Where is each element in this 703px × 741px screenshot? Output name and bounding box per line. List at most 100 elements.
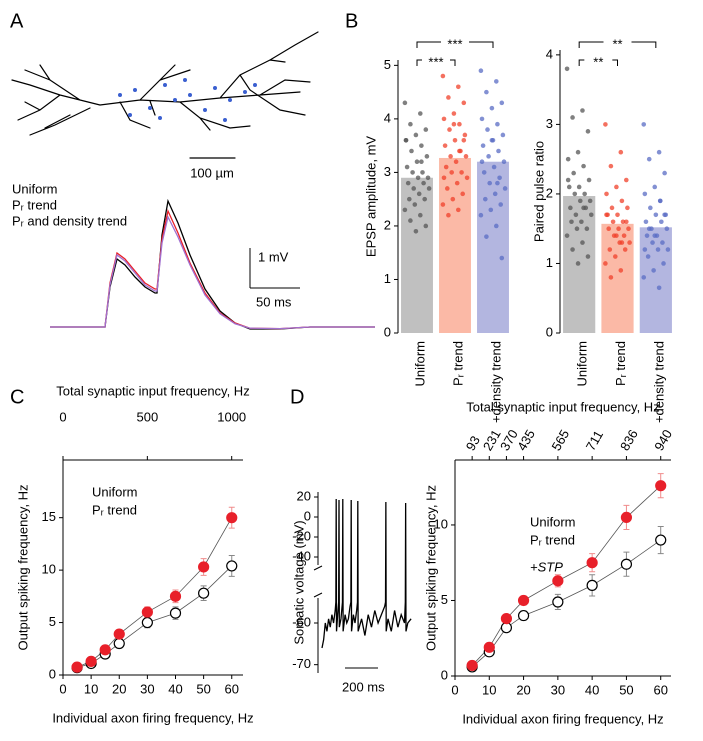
data-point (447, 127, 452, 132)
x-tick-label: 50 (196, 681, 210, 696)
category-label: Pᵣ trend (613, 341, 628, 386)
data-point (585, 129, 591, 134)
data-point (464, 175, 470, 181)
dendrites (11, 31, 319, 136)
panel-letter: A (10, 10, 24, 32)
x2-axis-label: Total synaptic input frequency, Hz (56, 383, 249, 398)
data-point (604, 212, 609, 218)
data-point (415, 175, 421, 181)
data-point (453, 159, 459, 165)
neuron-morphology (11, 31, 319, 159)
data-point (71, 661, 83, 673)
data-point (580, 108, 585, 113)
data-point (169, 607, 182, 619)
y-tick-label: -70 (292, 656, 311, 671)
data-point (624, 177, 629, 183)
y-tick-label: 2 (546, 185, 553, 200)
data-point (641, 275, 647, 280)
bar (639, 227, 672, 333)
data-point (565, 156, 571, 162)
data-point (424, 154, 430, 159)
data-point (657, 198, 663, 204)
category-label: +density trend (651, 341, 666, 423)
y-tick-label: 0 (384, 324, 391, 339)
data-point (626, 226, 631, 232)
data-point (584, 226, 590, 232)
y-tick-label: 3 (384, 164, 391, 179)
data-point (446, 212, 451, 218)
data-point (655, 247, 661, 252)
data-point (404, 164, 410, 170)
data-point (483, 196, 488, 202)
data-point (449, 170, 455, 175)
data-point (484, 89, 489, 95)
data-point (607, 247, 613, 252)
data-point (586, 579, 598, 591)
data-point (486, 154, 491, 159)
data-point (573, 212, 579, 218)
data-point (568, 205, 573, 211)
legend-label: Uniform (92, 484, 138, 499)
data-point (113, 628, 125, 640)
data-point (502, 186, 508, 191)
y-tick-label: 0 (546, 324, 553, 339)
label-background (422, 55, 450, 65)
data-point (413, 132, 419, 138)
data-point (574, 226, 580, 232)
data-point (609, 205, 615, 211)
data-point (566, 184, 572, 190)
annotation: 100 µm (190, 165, 234, 180)
data-point (496, 148, 501, 154)
data-point (614, 184, 619, 190)
data-point (421, 180, 426, 186)
synapse-dots (118, 78, 257, 122)
data-point (478, 68, 484, 74)
data-point (198, 561, 210, 573)
data-point (489, 105, 495, 111)
scale-bar-label: 1 mV (258, 249, 289, 264)
data-point (577, 198, 583, 204)
data-point (440, 73, 446, 79)
x-tick-label: 10 (84, 681, 98, 696)
y-tick-label: 4 (384, 110, 391, 125)
data-point (610, 219, 616, 225)
data-point (606, 226, 611, 232)
x-axis-label: Individual axon firing frequency, Hz (462, 711, 663, 726)
data-point (479, 159, 485, 165)
y-tick-label: -60 (292, 614, 311, 629)
data-point (226, 512, 238, 524)
data-point (625, 205, 630, 211)
data-point (226, 560, 238, 572)
data-point (487, 180, 493, 186)
y-axis-label: Paired pulse ratio (531, 141, 546, 242)
data-point (454, 180, 460, 186)
data-point (652, 233, 658, 238)
data-point (441, 116, 447, 122)
data-point (603, 122, 608, 127)
data-point (650, 240, 655, 245)
data-point (413, 228, 419, 234)
y-tick-label: -40 (292, 548, 311, 563)
bar (601, 223, 634, 333)
data-point (586, 557, 598, 569)
data-point (581, 163, 586, 169)
data-point (619, 240, 625, 245)
category-label: Uniform (412, 341, 427, 387)
data-point (412, 202, 418, 207)
data-point (656, 285, 662, 291)
data-point (622, 247, 628, 252)
data-point (642, 191, 648, 197)
data-point (418, 111, 423, 116)
data-point (403, 137, 409, 143)
data-point (616, 226, 621, 232)
data-point (141, 616, 153, 629)
data-point (456, 207, 461, 213)
data-point (494, 79, 499, 84)
x-tick-label: 0 (59, 681, 66, 696)
y-tick-label: 10 (434, 516, 448, 531)
data-point (579, 219, 584, 225)
data-point (460, 191, 466, 197)
legend-label: Pᵣ trend (12, 197, 57, 212)
data-point (517, 594, 530, 607)
